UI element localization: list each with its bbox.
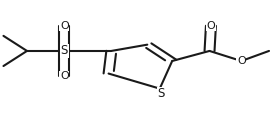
Text: O: O <box>60 21 69 31</box>
Text: S: S <box>157 87 165 100</box>
Text: O: O <box>237 56 246 66</box>
Text: O: O <box>207 21 215 31</box>
Text: S: S <box>61 44 68 57</box>
Text: O: O <box>60 71 69 81</box>
